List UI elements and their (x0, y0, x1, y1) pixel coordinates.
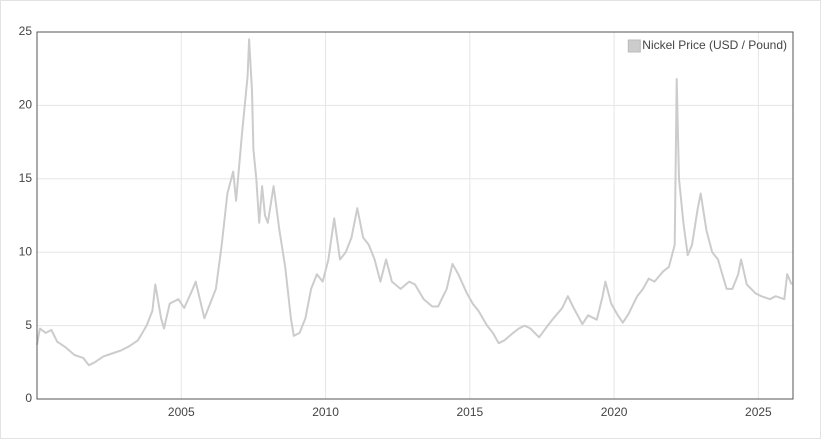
y-tick-label: 0 (25, 391, 32, 405)
legend-swatch (627, 39, 641, 53)
x-tick-label: 2020 (601, 405, 628, 419)
y-tick-label: 10 (19, 244, 33, 258)
x-tick-label: 2010 (312, 405, 339, 419)
y-tick-label: 5 (25, 318, 32, 332)
price-line (36, 38, 793, 367)
plot-border (36, 31, 794, 400)
plot-area (37, 32, 793, 399)
y-tick-label: 15 (19, 171, 33, 185)
x-tick-label: 2025 (745, 405, 772, 419)
x-tick-label: 2015 (456, 405, 483, 419)
legend: Nickel Price (USD / Pound) (627, 38, 787, 53)
y-tick-label: 25 (19, 24, 33, 38)
x-tick-label: 2005 (168, 405, 195, 419)
y-tick-label: 20 (19, 98, 33, 112)
legend-label: Nickel Price (USD / Pound) (642, 38, 787, 52)
